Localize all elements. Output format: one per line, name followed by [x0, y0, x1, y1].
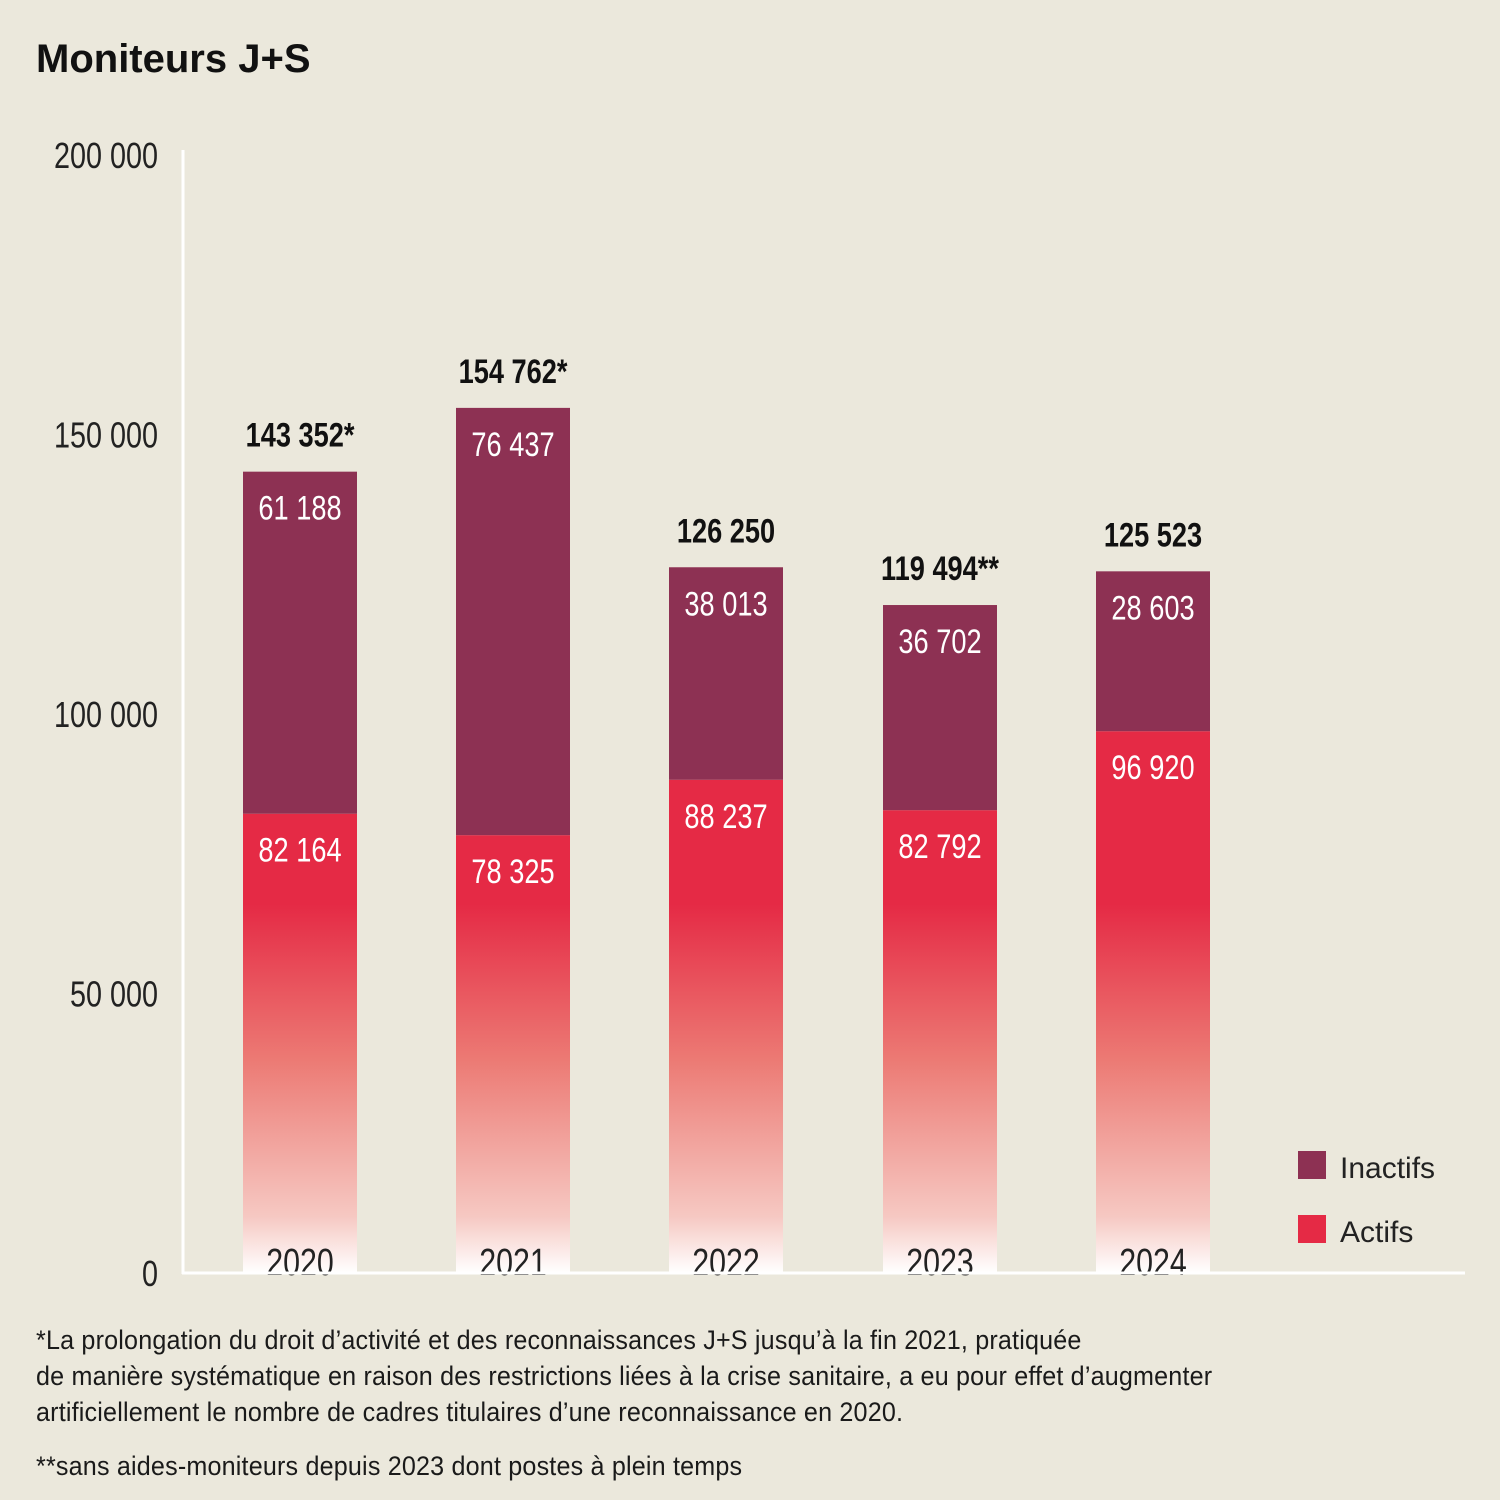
bar-inactifs-2022 — [669, 567, 783, 780]
data-label-inactifs: 28 603 — [1111, 588, 1194, 627]
x-tick-label: 2022 — [692, 1242, 760, 1284]
data-label-actifs: 96 920 — [1111, 748, 1194, 787]
data-label-actifs: 78 325 — [471, 852, 554, 891]
footnote-1-line: artificiellement le nombre de cadres tit… — [36, 1397, 904, 1427]
data-label-inactifs: 61 188 — [258, 489, 341, 528]
footnote-1: *La prolongation du droit d’activité et … — [36, 1322, 1212, 1430]
bar-inactifs-2024 — [1096, 571, 1210, 732]
bar-actifs-2020 — [243, 813, 357, 1273]
y-tick-label: 200 000 — [54, 135, 158, 176]
y-tick-label: 100 000 — [54, 694, 158, 735]
footnote-1-line: *La prolongation du droit d’activité et … — [36, 1325, 1082, 1355]
total-label: 126 250 — [677, 511, 775, 550]
total-label: 143 352* — [246, 416, 355, 455]
total-label: 125 523 — [1104, 515, 1202, 554]
legend: Inactifs Actifs — [1298, 1151, 1435, 1249]
chart-title: Moniteurs J+S — [36, 37, 311, 81]
bar-inactifs-2021 — [456, 407, 570, 836]
x-tick-label: 2024 — [1119, 1242, 1187, 1284]
bar-actifs-2023 — [883, 810, 997, 1273]
y-tick-label: 50 000 — [70, 973, 158, 1014]
x-tick-label: 2020 — [266, 1242, 334, 1284]
legend-label-inactifs: Inactifs — [1340, 1152, 1435, 1185]
legend-swatch-actifs — [1298, 1215, 1326, 1243]
legend-swatch-inactifs — [1298, 1151, 1326, 1179]
y-tick-label: 0 — [142, 1253, 158, 1294]
x-tick-label: 2021 — [479, 1242, 547, 1284]
data-label-inactifs: 36 702 — [898, 622, 981, 661]
total-label: 119 494** — [881, 549, 999, 588]
x-tick-label: 2023 — [906, 1242, 974, 1284]
bar-inactifs-2020 — [243, 471, 357, 814]
legend-label-actifs: Actifs — [1340, 1216, 1413, 1249]
y-tick-label: 150 000 — [54, 414, 158, 455]
bar-actifs-2024 — [1096, 731, 1210, 1273]
bar-actifs-2021 — [456, 835, 570, 1273]
footnote-1-line: de manière systématique en raison des re… — [36, 1361, 1213, 1391]
data-label-inactifs: 76 437 — [471, 425, 554, 464]
data-label-actifs: 88 237 — [684, 797, 767, 836]
data-label-inactifs: 38 013 — [684, 584, 767, 623]
data-label-actifs: 82 792 — [898, 827, 981, 866]
total-label: 154 762* — [459, 352, 568, 391]
footnote-2: **sans aides-moniteurs depuis 2023 dont … — [36, 1451, 743, 1481]
bar-actifs-2022 — [669, 779, 783, 1273]
bar-inactifs-2023 — [883, 605, 997, 811]
data-label-actifs: 82 164 — [258, 831, 341, 870]
